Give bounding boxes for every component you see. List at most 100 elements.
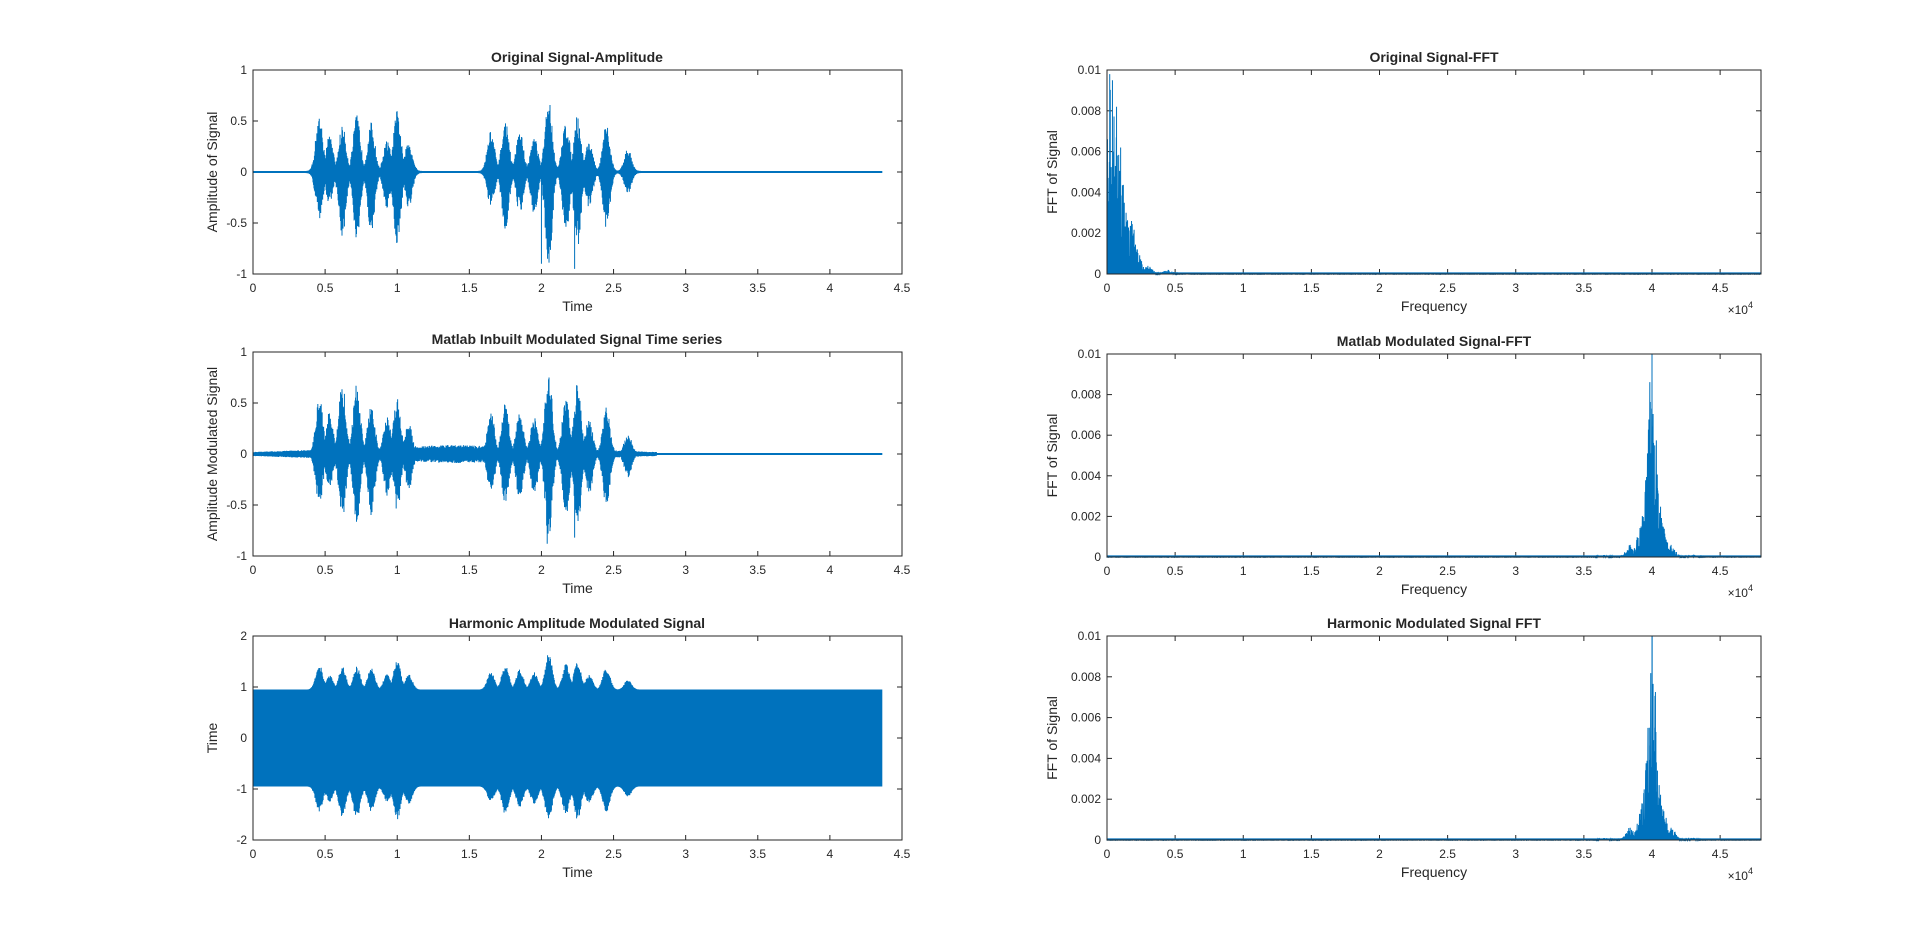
y-tick-label: -2 <box>236 833 247 847</box>
y-axis-label: Time <box>204 722 220 753</box>
x-axis-label: Frequency <box>1401 581 1467 597</box>
y-axis-label: FFT of Signal <box>1044 696 1060 780</box>
x-tick-label: 0 <box>1104 281 1111 295</box>
x-tick-label: 2.5 <box>605 281 622 295</box>
plot-frame <box>252 635 903 841</box>
y-axis-label: Amplitude of Signal <box>204 112 220 233</box>
x-tick-label: 3.5 <box>1576 847 1593 861</box>
y-tick-label: 0 <box>240 731 247 745</box>
subplot-harmonic-fft: Harmonic Modulated Signal FFT 0 0.5 1 1.5 2 2… <box>1044 615 1762 883</box>
subplot-orig-amp: Original Signal-Amplitude 0 0.5 1 1.5 2 2.5 3 3… <box>204 49 911 314</box>
y-tick-label: 0.004 <box>1071 751 1101 765</box>
x-tick-label: 3.5 <box>1576 281 1593 295</box>
y-tick-label: 0 <box>240 447 247 461</box>
x-tick-label: 1 <box>394 563 401 577</box>
x-exponent-label: ×104 <box>1728 866 1753 883</box>
chart-title: Matlab Inbuilt Modulated Signal Time ser… <box>432 331 723 347</box>
x-tick-label: 0.5 <box>1167 847 1184 861</box>
x-tick-label: 2 <box>538 847 545 861</box>
y-tick-label: 0.002 <box>1071 226 1101 240</box>
y-tick-label: -1 <box>236 782 247 796</box>
chart-title: Matlab Modulated Signal-FFT <box>1337 333 1532 349</box>
x-tick-label: 3 <box>1512 847 1519 861</box>
x-tick-label: 1.5 <box>1303 847 1320 861</box>
x-axis-label: Frequency <box>1401 298 1467 314</box>
x-axis-label: Frequency <box>1401 864 1467 880</box>
y-tick-label: 0.008 <box>1071 104 1101 118</box>
x-tick-label: 3.5 <box>1576 564 1593 578</box>
y-tick-label: 1 <box>240 345 247 359</box>
plot-frame <box>1106 353 1762 558</box>
chart-title: Original Signal-Amplitude <box>491 49 663 65</box>
chart-title: Harmonic Amplitude Modulated Signal <box>449 615 705 631</box>
x-tick-label: 1 <box>1240 847 1247 861</box>
x-tick-label: 2.5 <box>1439 281 1456 295</box>
y-tick-label: 0 <box>1094 833 1101 847</box>
x-axis-label: Time <box>562 580 593 596</box>
y-tick-label: 0.006 <box>1071 711 1101 725</box>
x-tick-label: 3 <box>1512 564 1519 578</box>
y-tick-label: 0.006 <box>1071 428 1101 442</box>
x-tick-label: 2 <box>538 281 545 295</box>
y-tick-label: 0.002 <box>1071 509 1101 523</box>
x-tick-label: 1 <box>394 281 401 295</box>
x-tick-label: 2 <box>1376 281 1383 295</box>
y-tick-label: 0 <box>1094 267 1101 281</box>
y-axis-label: Amplitude Modulated Signal <box>204 367 220 541</box>
y-tick-label: 0.002 <box>1071 792 1101 806</box>
y-tick-label: 0.5 <box>230 114 247 128</box>
x-tick-label: 0.5 <box>1167 564 1184 578</box>
y-tick-label: 0.01 <box>1078 629 1102 643</box>
x-tick-label: 1.5 <box>461 847 478 861</box>
plot-frame <box>1106 635 1762 841</box>
x-exponent-label: ×104 <box>1728 300 1753 317</box>
x-tick-label: 2 <box>1376 564 1383 578</box>
x-tick-label: 3.5 <box>749 563 766 577</box>
x-tick-label: 2 <box>1376 847 1383 861</box>
plot-area <box>1106 69 1762 275</box>
y-tick-label: -0.5 <box>226 216 247 230</box>
x-tick-label: 0 <box>250 563 257 577</box>
x-tick-label: 0 <box>250 281 257 295</box>
chart-title: Original Signal-FFT <box>1369 49 1499 65</box>
y-axis-label: FFT of Signal <box>1044 130 1060 214</box>
y-tick-label: 0.01 <box>1078 63 1102 77</box>
x-tick-label: 3 <box>1512 281 1519 295</box>
y-tick-label: 0.008 <box>1071 388 1101 402</box>
x-tick-label: 4.5 <box>1712 564 1729 578</box>
y-tick-label: 0 <box>1094 550 1101 564</box>
x-tick-label: 3.5 <box>749 281 766 295</box>
x-tick-label: 2.5 <box>1439 564 1456 578</box>
y-tick-label: -0.5 <box>226 498 247 512</box>
x-tick-label: 4 <box>1649 847 1656 861</box>
plot-frame <box>252 69 903 275</box>
x-tick-label: 4.5 <box>894 563 911 577</box>
y-tick-label: -1 <box>236 549 247 563</box>
x-tick-label: 4 <box>827 563 834 577</box>
plot-frame <box>252 351 903 557</box>
plot-frame <box>1106 69 1762 275</box>
x-tick-label: 1 <box>1240 564 1247 578</box>
x-tick-label: 0 <box>1104 847 1111 861</box>
x-tick-label: 0.5 <box>317 281 334 295</box>
x-tick-label: 4 <box>1649 281 1656 295</box>
x-tick-label: 1.5 <box>461 281 478 295</box>
y-tick-label: 0 <box>240 165 247 179</box>
y-tick-label: 0.01 <box>1078 347 1102 361</box>
x-tick-label: 4.5 <box>1712 281 1729 295</box>
x-tick-label: 4 <box>1649 564 1656 578</box>
y-tick-label: 0.004 <box>1071 185 1101 199</box>
x-tick-label: 4 <box>827 847 834 861</box>
x-tick-label: 3 <box>682 847 689 861</box>
x-tick-label: 1 <box>1240 281 1247 295</box>
subplot-orig-fft: Original Signal-FFT 0 0.5 1 1.5 2 2.5 3 3.5 4 4.5… <box>1044 49 1762 317</box>
x-tick-label: 3 <box>682 281 689 295</box>
x-tick-label: 4.5 <box>894 281 911 295</box>
y-tick-label: -1 <box>236 267 247 281</box>
y-tick-label: 0.006 <box>1071 145 1101 159</box>
chart-title: Harmonic Modulated Signal FFT <box>1327 615 1541 631</box>
y-tick-label: 1 <box>240 63 247 77</box>
x-tick-label: 2.5 <box>1439 847 1456 861</box>
subplot-matlab-mod: Matlab Inbuilt Modulated Signal Time ser… <box>204 331 911 596</box>
